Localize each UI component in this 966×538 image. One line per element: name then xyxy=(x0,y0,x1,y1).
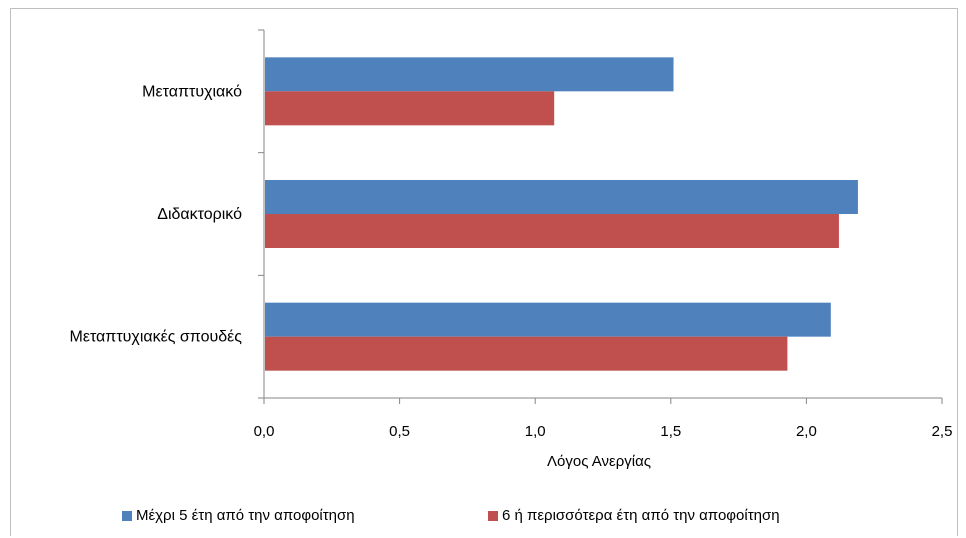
axes xyxy=(258,29,943,404)
chart-frame xyxy=(10,8,958,536)
category-label: Μεταπτυχιακό xyxy=(142,83,242,100)
category-label: Μεταπτυχιακές σπουδές xyxy=(70,329,243,346)
x-tick-label: 1,5 xyxy=(660,423,681,440)
x-axis-title: Λόγος Ανεργίας xyxy=(547,453,651,470)
x-tick-label: 0,5 xyxy=(389,423,410,440)
bar-series-2 xyxy=(265,336,788,371)
category-labels: Μεταπτυχιακό Διδακτορικό Μεταπτυχιακές σ… xyxy=(70,83,243,345)
legend-item-series-1: Μέχρι 5 έτη από την αποφοίτηση xyxy=(122,507,355,524)
bar-series-1 xyxy=(265,57,674,92)
x-tick-labels: 0,0 0,5 1,0 1,5 2,0 2,5 xyxy=(254,423,953,440)
legend-swatch xyxy=(122,510,132,521)
bar-series-2 xyxy=(265,91,555,126)
legend-label: Μέχρι 5 έτη από την αποφοίτηση xyxy=(136,507,355,524)
legend-swatch xyxy=(488,510,498,521)
legend-item-series-2: 6 ή περισσότερα έτη από την αποφοίτηση xyxy=(488,507,780,524)
legend-label: 6 ή περισσότερα έτη από την αποφοίτηση xyxy=(502,507,780,524)
x-tick-label: 1,0 xyxy=(525,423,546,440)
bar-series-1 xyxy=(265,180,858,214)
x-tick-label: 0,0 xyxy=(254,423,275,440)
bar-series-2 xyxy=(265,214,839,248)
category-label: Διδακτορικό xyxy=(157,206,242,223)
x-tick-label: 2,5 xyxy=(932,423,953,440)
bar-series-1 xyxy=(265,302,831,337)
x-tick-label: 2,0 xyxy=(796,423,817,440)
bars xyxy=(265,57,858,371)
